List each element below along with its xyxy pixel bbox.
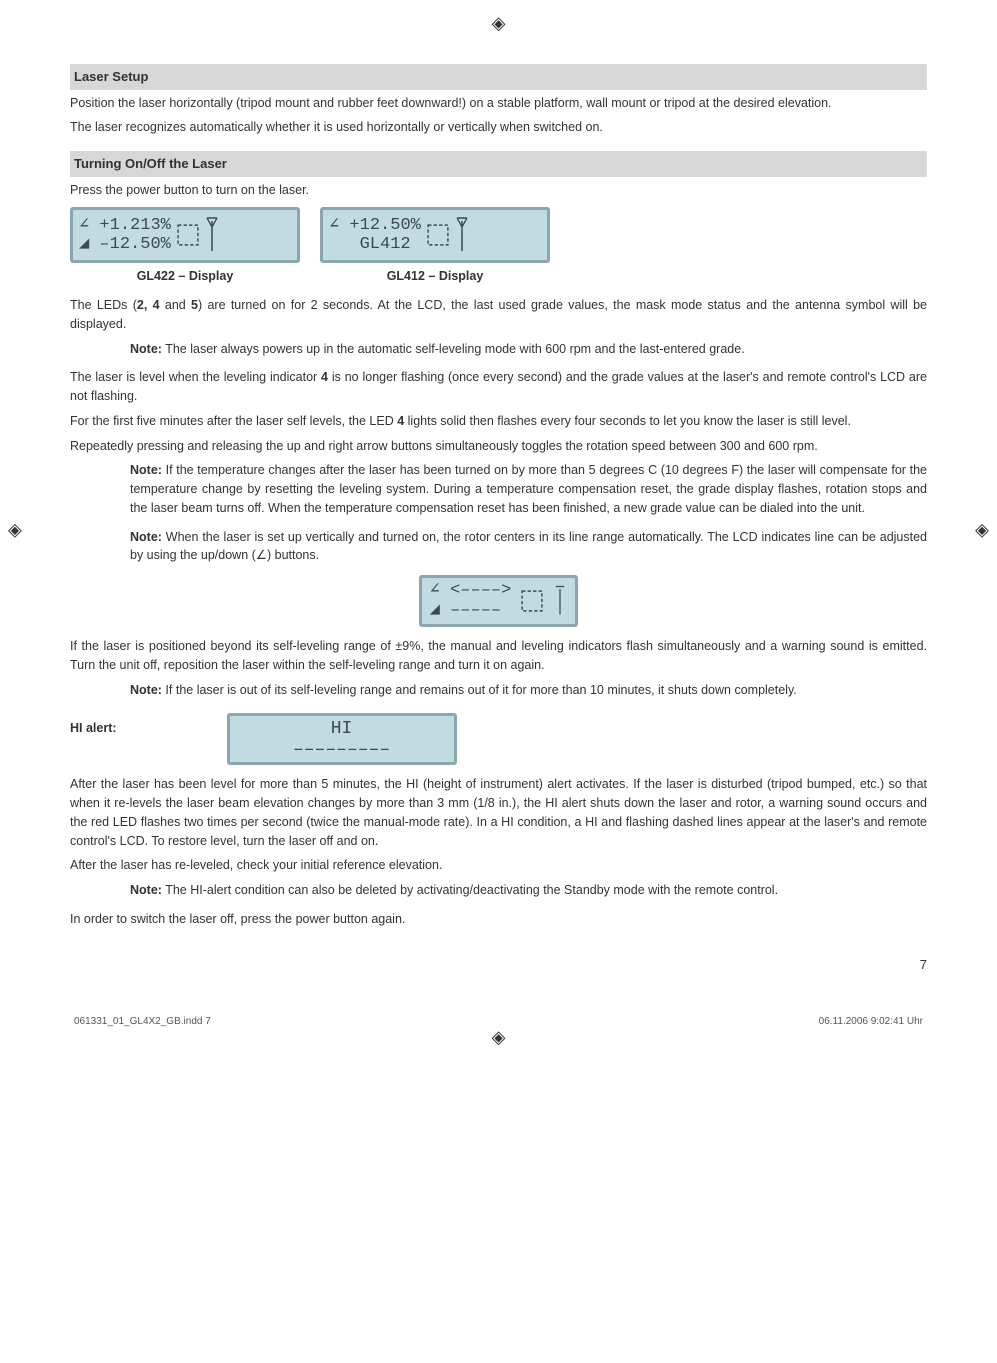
registration-mark-bottom: ◈ xyxy=(492,1024,506,1051)
antenna-icon xyxy=(553,584,567,618)
hi-alert-label: HI alert: xyxy=(70,713,117,738)
lcd-gl412-text: ∠ +12.50% GL412 xyxy=(329,216,421,255)
footer-right: 06.11.2006 9:02:41 Uhr xyxy=(819,1014,923,1029)
registration-mark-left: ◈ xyxy=(8,516,22,543)
lcd-panel-gl412: ∠ +12.50% GL412 xyxy=(320,207,550,263)
turning-on-p8: After the laser has re-leveled, check yo… xyxy=(70,856,927,875)
mask-icon xyxy=(427,224,449,246)
turning-on-p5: Repeatedly pressing and releasing the up… xyxy=(70,437,927,456)
mask-icon xyxy=(521,590,543,612)
lcd-display-row: ∠ +1.213% ◢ –12.50% ∠ +12.50% GL412 xyxy=(70,207,927,263)
note-3: Note: When the laser is set up verticall… xyxy=(70,528,927,566)
hi-alert-row: HI alert: HI ––––––––– xyxy=(70,713,927,765)
registration-mark-right: ◈ xyxy=(975,516,989,543)
section-heading-laser-setup: Laser Setup xyxy=(70,64,927,90)
antenna-icon xyxy=(205,215,219,255)
lcd-gl422-text: ∠ +1.213% ◢ –12.50% xyxy=(79,216,171,255)
lcd-caption-gl412: GL412 – Display xyxy=(320,267,550,286)
note-4: Note: If the laser is out of its self-le… xyxy=(70,681,927,700)
laser-setup-p2: The laser recognizes automatically wheth… xyxy=(70,118,927,137)
note-2: Note: If the temperature changes after t… xyxy=(70,461,927,517)
lcd-panel-gl422: ∠ +1.213% ◢ –12.50% xyxy=(70,207,300,263)
page-number: 7 xyxy=(70,955,927,975)
lcd-caption-row: GL422 – Display GL412 – Display xyxy=(70,267,927,286)
footer-left: 061331_01_GL4X2_GB.indd 7 xyxy=(74,1014,211,1029)
turning-on-p7: After the laser has been level for more … xyxy=(70,775,927,850)
mask-icon xyxy=(177,224,199,246)
turning-on-p2: The LEDs (2, 4 and 5) are turned on for … xyxy=(70,296,927,334)
laser-setup-p1: Position the laser horizontally (tripod … xyxy=(70,94,927,113)
turning-on-p6: If the laser is positioned beyond its se… xyxy=(70,637,927,675)
turning-on-p4: For the first five minutes after the las… xyxy=(70,412,927,431)
small-lcd-wrap: ∠ <––––> ◢ ––––– xyxy=(70,575,927,627)
note-1: Note: The laser always powers up in the … xyxy=(70,340,927,359)
registration-mark-top: ◈ xyxy=(492,10,506,37)
note-5: Note: The HI-alert condition can also be… xyxy=(70,881,927,900)
antenna-icon xyxy=(455,215,469,255)
small-lcd-panel: ∠ <––––> ◢ ––––– xyxy=(419,575,579,627)
section-heading-turning-on: Turning On/Off the Laser xyxy=(70,151,927,177)
turning-on-p1: Press the power button to turn on the la… xyxy=(70,181,927,200)
turning-on-p3: The laser is level when the leveling ind… xyxy=(70,368,927,406)
hi-lcd-panel: HI ––––––––– xyxy=(227,713,457,765)
lcd-caption-gl422: GL422 – Display xyxy=(70,267,300,286)
turning-on-p9: In order to switch the laser off, press … xyxy=(70,910,927,929)
